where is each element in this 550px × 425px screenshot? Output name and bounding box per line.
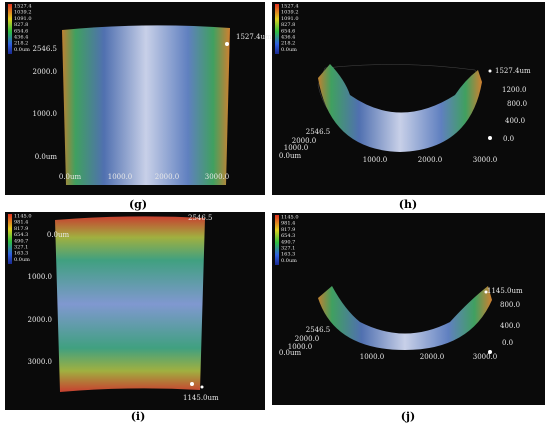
panel-h xyxy=(272,2,545,195)
colorbars xyxy=(8,4,279,265)
colorbar-label: 163.3 xyxy=(281,252,295,258)
colorbar-label: 0.0um xyxy=(281,47,297,53)
panel-label: (j) xyxy=(401,410,415,423)
colorbar-label: 0.0um xyxy=(281,258,297,264)
axis-label: 0.0um xyxy=(279,349,302,357)
axis-label: 0.0 xyxy=(503,135,514,143)
surface-g xyxy=(62,25,230,185)
axis-label: 800.0 xyxy=(507,100,527,108)
axis-label: 1145.0um xyxy=(487,287,523,295)
colorbar-label: 817.9 xyxy=(281,227,295,233)
colorbar-label: 981.4 xyxy=(14,220,28,226)
axis-label: 2000.0 xyxy=(295,335,320,343)
surface-i xyxy=(55,216,205,392)
axis-label: 800.0 xyxy=(500,301,520,309)
colorbar-label: 490.7 xyxy=(14,238,28,244)
colorbar-label: 654.3 xyxy=(281,233,295,239)
colorbar-label: 327.1 xyxy=(14,245,28,251)
colorbar-label: 827.8 xyxy=(281,22,295,28)
axis-label: 1000.0 xyxy=(28,273,53,281)
axis-label: 3000.0 xyxy=(205,173,230,181)
axis-label: 3000.0 xyxy=(28,358,53,366)
axis-label: 0.0um xyxy=(279,152,302,160)
panel-j xyxy=(272,213,545,405)
panel-label: (i) xyxy=(131,410,146,423)
colorbar-label: 654.3 xyxy=(14,232,28,238)
colorbar-label: 218.2 xyxy=(281,41,295,47)
axis-label: 2000.0 xyxy=(420,353,445,361)
colorbar-label: 1039.2 xyxy=(281,10,299,16)
axis-label: 400.0 xyxy=(505,117,525,125)
axis-label: 0.0 xyxy=(502,339,513,347)
colorbar-label: 1091.0 xyxy=(281,16,299,22)
axis-label: 3000.0 xyxy=(473,156,498,164)
colorbar-label: 218.2 xyxy=(14,41,28,47)
axis-label: 1000.0 xyxy=(33,110,58,118)
axis-label: 2546.5 xyxy=(33,45,58,53)
axis-label: 2546.5 xyxy=(188,214,213,222)
colorbar-label: 163.3 xyxy=(14,251,28,257)
colorbar-label: 654.6 xyxy=(14,28,28,34)
colorbar-label: 436.4 xyxy=(281,35,295,41)
axis-label: 0.0um xyxy=(35,153,58,161)
colorbar-label: 654.6 xyxy=(281,28,295,34)
axis-label: 1000.0 xyxy=(284,144,309,152)
markers xyxy=(190,42,492,389)
axis-label: 1000.0 xyxy=(363,156,388,164)
colorbar-label: 0.0um xyxy=(14,257,30,263)
axis-label: 2546.5 xyxy=(306,326,331,334)
colorbar-label: 490.7 xyxy=(281,239,295,245)
axis-label: 2000.0 xyxy=(418,156,443,164)
panel-label: (g) xyxy=(129,198,147,211)
axis-label: 400.0 xyxy=(500,322,520,330)
colorbar-label: 1527.4 xyxy=(14,4,32,10)
axis-label: 1527.4um xyxy=(495,67,531,75)
surface-h xyxy=(318,64,482,152)
colorbar-label: 981.4 xyxy=(281,221,295,227)
colorbar-label: 1039.2 xyxy=(14,10,32,16)
axis-label: 2000.0 xyxy=(292,137,317,145)
colorbar-label: 827.8 xyxy=(14,22,28,28)
axis-label: 1000.0 xyxy=(288,343,313,351)
axis-label: 1200.0 xyxy=(502,86,527,94)
axis-label: 0.0um xyxy=(59,173,82,181)
colorbar-label: 1145.0 xyxy=(14,214,32,220)
axis-label: 2000.0 xyxy=(33,68,58,76)
axis-label: 1145.0um xyxy=(183,394,219,402)
colorbar-label: 817.9 xyxy=(14,226,28,232)
axis-label: 2000.0 xyxy=(28,316,53,324)
axis-label: 1527.4um xyxy=(236,33,272,41)
colorbar-label: 0.0um xyxy=(14,47,30,53)
colorbar-label: 1091.0 xyxy=(14,16,32,22)
axis-label: 1000.0 xyxy=(108,173,133,181)
axis-label: 1000.0 xyxy=(360,353,385,361)
axis-label: 3000.0 xyxy=(473,353,498,361)
panel-label: (h) xyxy=(399,198,417,211)
colorbar-label: 436.4 xyxy=(14,35,28,41)
axis-label: 0.0um xyxy=(47,231,70,239)
colorbar-label: 1527.4 xyxy=(281,4,299,10)
axis-label: 2546.5 xyxy=(306,128,331,136)
axis-label: 2000.0 xyxy=(155,173,180,181)
colorbar-label: 327.1 xyxy=(281,246,295,252)
colorbar-label: 1145.0 xyxy=(281,215,299,221)
surface-j xyxy=(318,286,492,350)
